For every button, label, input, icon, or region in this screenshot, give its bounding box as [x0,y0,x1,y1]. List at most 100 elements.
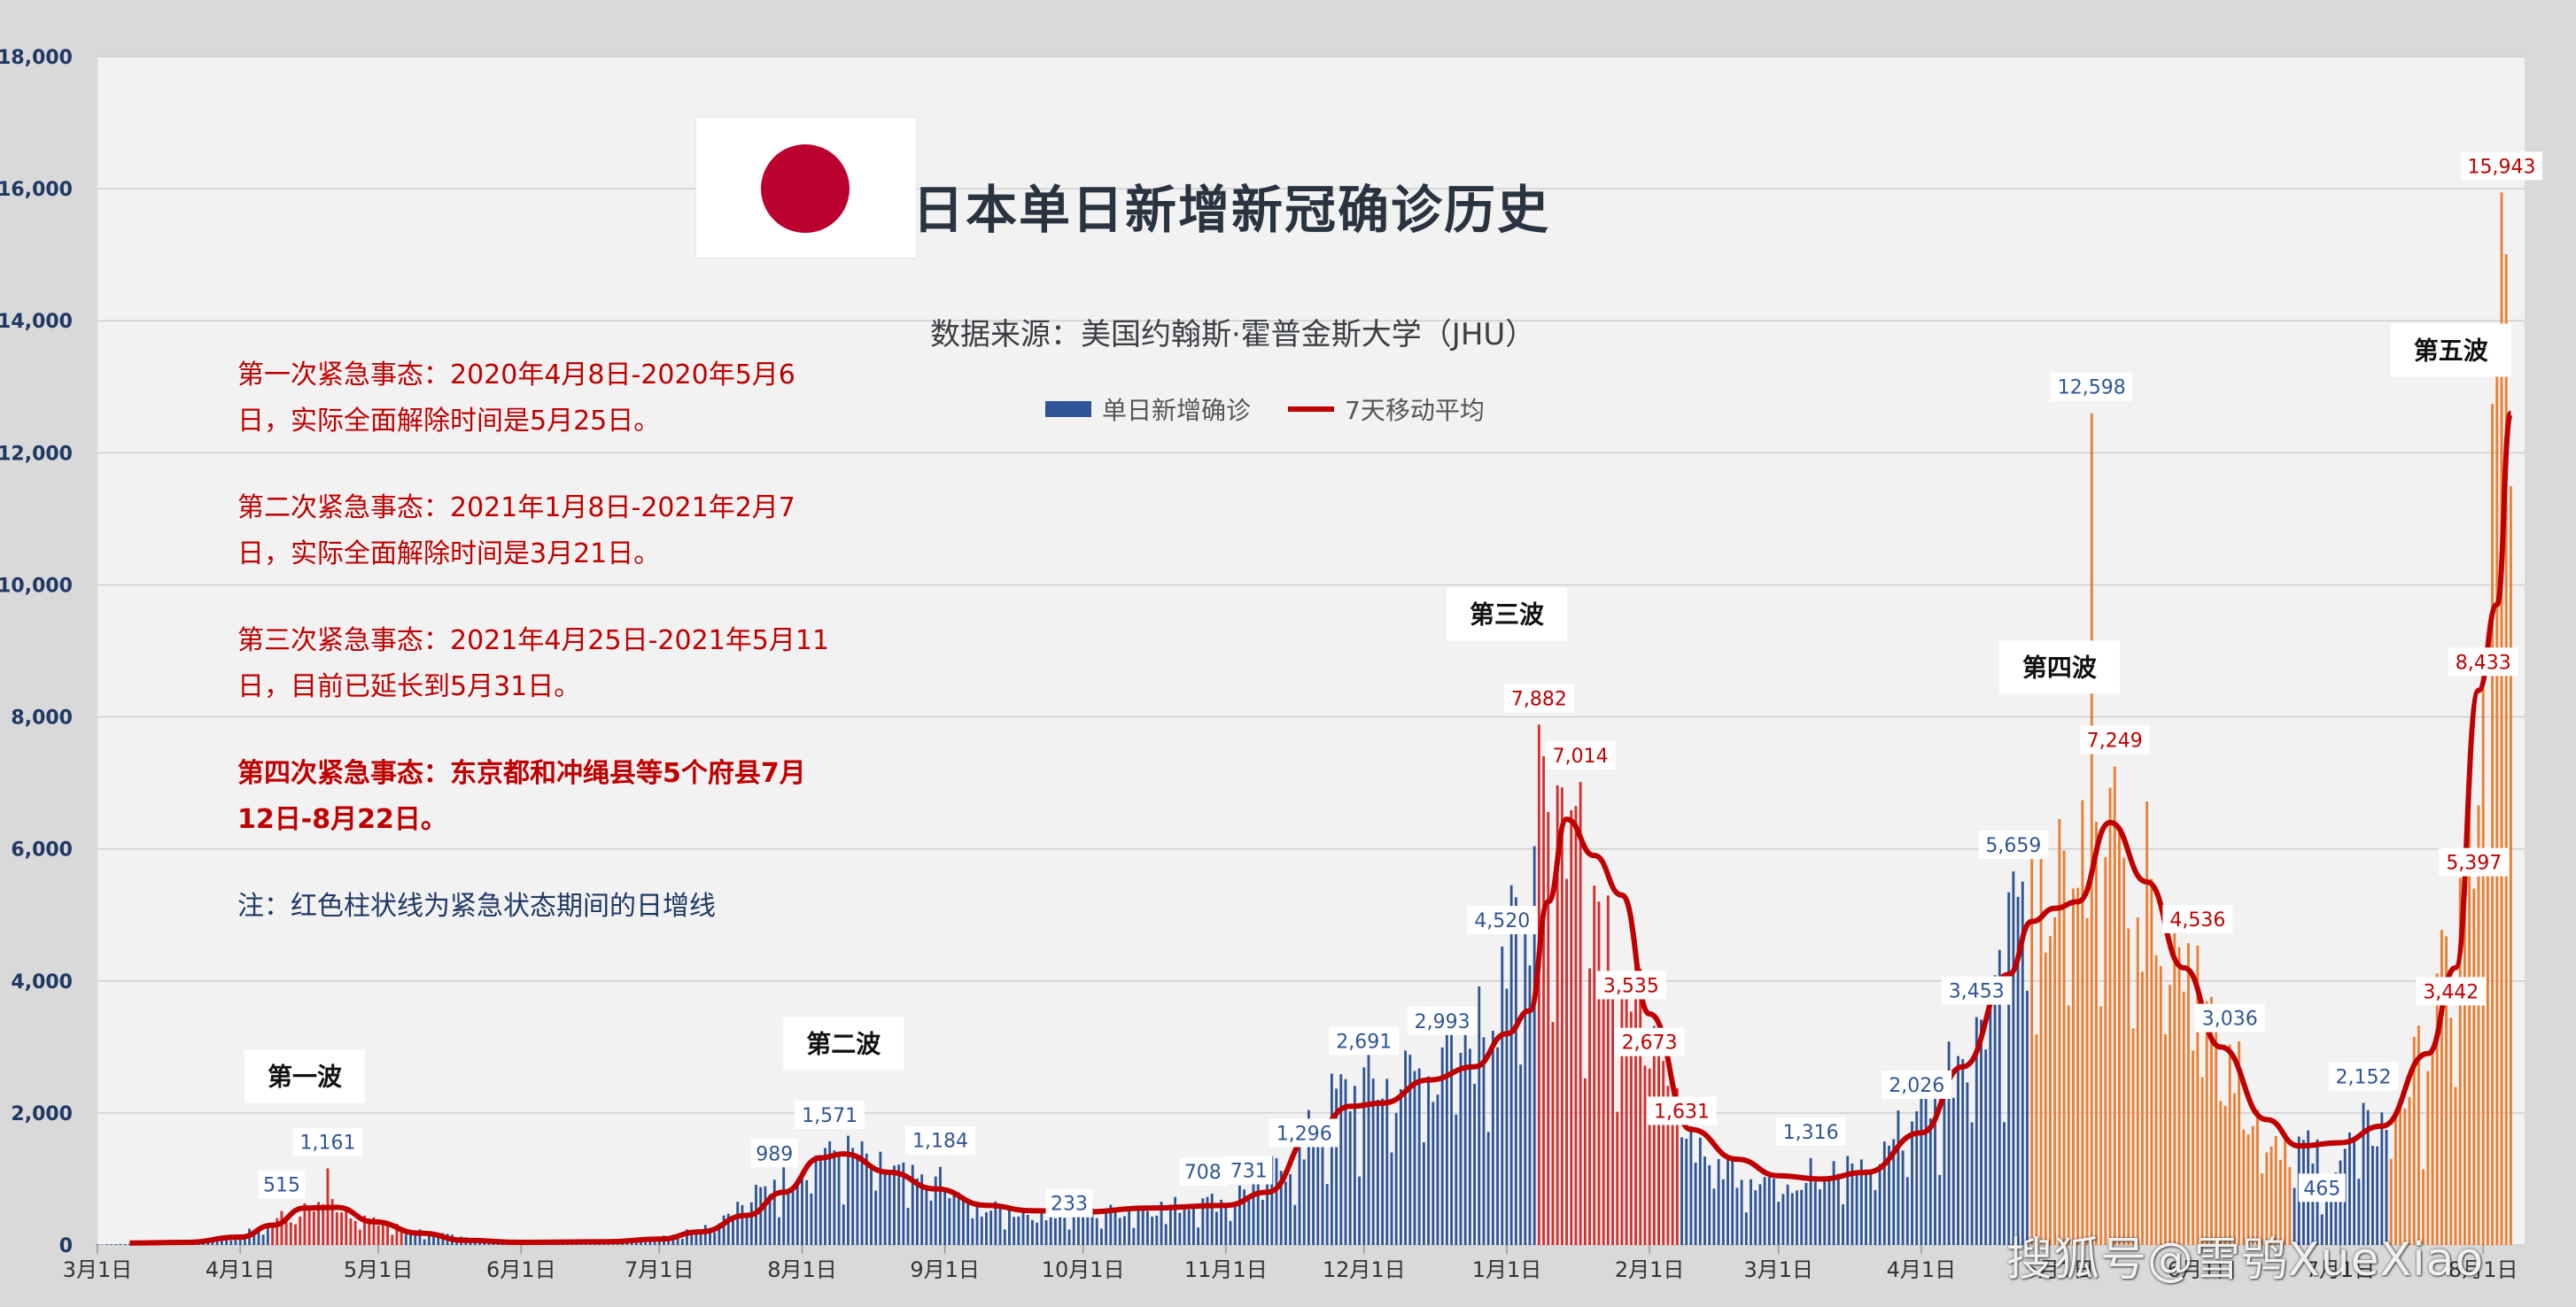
daily-bar [353,1220,357,1245]
watermark: 搜狐号@雪鸮XueXiao [2006,1234,2485,1287]
daily-bar [686,1229,688,1245]
daily-bar [1698,1137,1702,1245]
daily-bar [1763,1177,1766,1245]
data-label: 15,943 [2468,156,2536,178]
daily-bar [1694,1162,1697,1245]
daily-bar [349,1218,353,1245]
daily-bar [1657,1030,1660,1245]
daily-bar [1275,1158,1278,1245]
daily-bar [648,1241,652,1245]
daily-bar [1109,1204,1113,1245]
daily-bar [1289,1174,1292,1245]
daily-bar [2403,1108,2407,1245]
daily-bar [1593,886,1596,1245]
legend-bar-swatch [1045,401,1091,417]
daily-bar [2127,928,2130,1245]
daily-bar [1496,1047,1499,1245]
daily-bar [1882,1141,1886,1245]
daily-bar [1758,1184,1762,1245]
daily-bar [335,1211,338,1245]
wave-label: 第一波 [268,1063,343,1092]
daily-bar [732,1218,734,1245]
daily-bar [1118,1218,1121,1245]
daily-bar [2495,335,2499,1246]
daily-bar [1777,1202,1781,1245]
daily-bar [1934,1071,1936,1245]
daily-bar [1532,846,1536,1245]
daily-bar [1325,1184,1329,1245]
daily-bar [1316,1133,1320,1245]
daily-bar [1989,977,1992,1245]
daily-bar [810,1193,813,1245]
daily-bar [2251,1125,2254,1245]
daily-bar [1422,1141,1425,1245]
daily-bar [759,1187,763,1245]
daily-bar [709,1227,711,1245]
daily-bar [1026,1214,1029,1245]
wave-label: 第四波 [2022,653,2098,682]
daily-bar [989,1210,993,1245]
daily-bar [994,1201,997,1245]
daily-bar [1957,1056,1959,1245]
daily-bar [1321,1128,1324,1245]
daily-bar [741,1204,744,1245]
daily-bar [1473,1083,1477,1245]
daily-bar [1827,1180,1831,1245]
daily-bar [395,1223,399,1245]
daily-bar [2016,896,2020,1245]
daily-bar [736,1202,740,1245]
daily-bar [1565,878,1568,1245]
data-label-box [2079,725,2150,754]
daily-bar [1846,1156,1850,1245]
daily-bar [2095,822,2098,1245]
daily-bar [2067,1005,2070,1245]
data-label: 2,673 [1622,1032,1678,1055]
daily-bar [2486,855,2489,1245]
daily-bar [718,1223,721,1245]
daily-bar [2039,834,2043,1245]
daily-bar [2187,943,2190,1245]
daily-bar [1252,1179,1255,1245]
daily-bar [340,1212,343,1245]
daily-bar [1247,1196,1251,1245]
daily-bar [2223,1105,2227,1245]
daily-bar [1501,947,1504,1245]
daily-bar [893,1165,896,1245]
daily-bar [1413,1071,1416,1245]
daily-bar [745,1218,749,1245]
daily-bar [1842,1203,1844,1245]
data-label-box [2448,647,2518,677]
daily-bar [1629,1011,1633,1245]
daily-bar [2122,857,2126,1245]
data-label: 1,316 [1783,1122,1839,1144]
daily-bar [2472,888,2476,1245]
data-label-box [1407,1006,1478,1035]
daily-bar [2417,1025,2420,1245]
daily-bar [644,1240,648,1245]
daily-bar [2265,1152,2269,1245]
daily-bar [939,1166,942,1245]
daily-bar [299,1216,302,1245]
daily-bar [2504,254,2508,1246]
daily-bar [238,1236,242,1245]
daily-bar [2353,1138,2356,1245]
daily-bar [284,1219,288,1245]
note-1: 第一次紧急事态：2020年4月8日-2020年5月6日，实际全面解除时间是5月2… [237,360,795,437]
daily-bar [2053,916,2057,1245]
data-label: 731 [1230,1160,1268,1182]
daily-bar [1151,1216,1154,1245]
daily-bar [1509,885,1513,1245]
x-tick-label: 2月1日 [1615,1257,1685,1282]
daily-bar [1432,1102,1435,1245]
y-tick-label: 14,000 [0,311,73,333]
daily-bar [1482,1037,1486,1245]
daily-bar [1178,1212,1182,1245]
daily-bar [1556,785,1559,1245]
daily-bar [2330,1179,2333,1245]
legend-line-swatch [1288,406,1335,412]
daily-bar [1381,1098,1385,1245]
daily-bar [358,1229,361,1245]
daily-bar [1652,1025,1656,1245]
daily-bar [1966,1082,1969,1245]
